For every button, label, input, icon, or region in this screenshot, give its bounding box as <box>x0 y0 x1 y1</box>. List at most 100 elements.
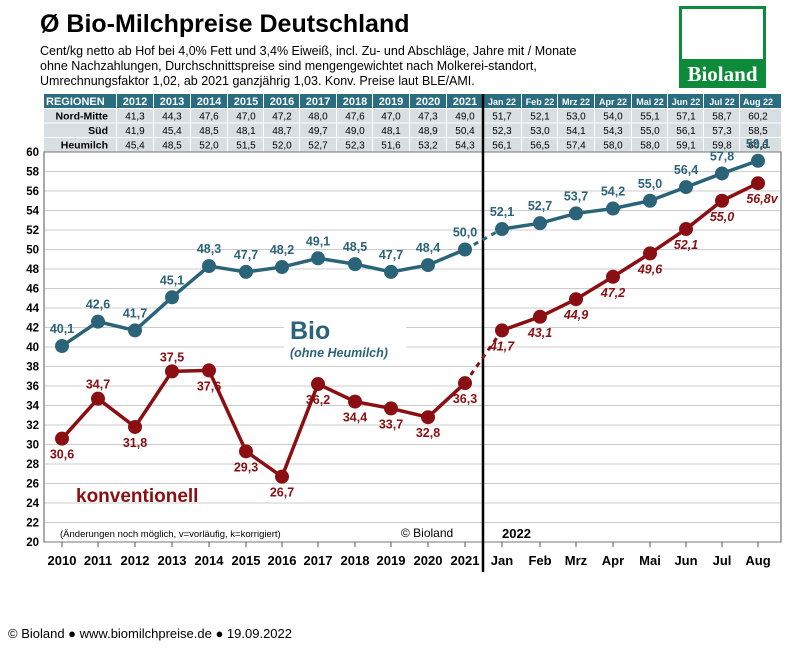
table-cell: 52,7 <box>308 141 328 152</box>
data-point <box>421 410 435 425</box>
x-tick-label: 2011 <box>84 553 112 568</box>
data-point <box>643 193 657 208</box>
table-cell: 59,1 <box>676 141 696 152</box>
data-label-konventionell: 32,8 <box>416 426 440 440</box>
table-cell: 55,0 <box>640 126 660 137</box>
y-tick-label: 50 <box>26 245 39 257</box>
table-cell: 58,0 <box>603 141 623 152</box>
table-cell: 51,5 <box>236 141 256 152</box>
table-column-header: 2013 <box>160 96 184 108</box>
data-label-bio: 47,7 <box>379 248 403 262</box>
table-row-label: Süd <box>88 125 108 137</box>
data-point <box>311 251 325 266</box>
data-label-konventionell: 31,8 <box>123 436 147 450</box>
data-label-bio: 54,2 <box>601 185 625 199</box>
table-cell: 41,3 <box>125 112 145 123</box>
data-point <box>384 264 398 279</box>
y-tick-label: 38 <box>26 362 39 374</box>
table-cell: 52,0 <box>199 141 219 152</box>
data-label-konventionell: 34,7 <box>86 378 110 392</box>
data-point <box>91 314 105 329</box>
bioland-logo: Bioland <box>679 6 766 88</box>
data-label-bio: 48,2 <box>270 243 294 257</box>
data-label-bio: 47,7 <box>234 248 258 262</box>
footer-text: © Bioland ● www.biomilchpreise.de ● 19.0… <box>8 626 292 641</box>
series-name-konventionell: konventionell <box>76 486 198 507</box>
data-label-bio: 41,7 <box>123 306 147 320</box>
data-label-konventionell: 34,4 <box>343 411 367 425</box>
table-cell: 54,1 <box>566 126 586 137</box>
table-cell: 51,6 <box>381 141 401 152</box>
x-tick-label: Jul <box>713 553 732 568</box>
note-background <box>56 526 306 540</box>
table-cell: 48,1 <box>236 126 256 137</box>
table-cell: 49,7 <box>308 126 328 137</box>
table-cell: 45,4 <box>162 126 182 137</box>
x-tick-label: Feb <box>528 553 551 568</box>
table-column-header: Aug 22 <box>743 97 773 107</box>
data-point <box>55 339 69 354</box>
data-label-konventionell: 33,7 <box>379 417 403 431</box>
x-tick-label: 2021 <box>451 553 480 568</box>
y-tick-label: 42 <box>26 323 39 335</box>
x-tick-label: Mai <box>639 553 661 568</box>
logo-text: Bioland <box>687 62 758 86</box>
data-point <box>202 259 216 274</box>
data-point <box>348 394 362 409</box>
series-name-bio: Bio <box>290 317 330 345</box>
table-column-header: 2015 <box>234 96 258 108</box>
data-label-bio: 50,0 <box>453 226 477 240</box>
table-cell: 58,0 <box>640 141 660 152</box>
table-cell: 48,5 <box>162 141 182 152</box>
data-point <box>715 166 729 181</box>
table-cell: 47,0 <box>381 112 401 123</box>
data-label-konventionell: 47,2 <box>600 286 625 300</box>
table-cell: 52,0 <box>272 141 292 152</box>
chart-subtitle: Cent/kg netto ab Hof bei 4,0% Fett und 3… <box>40 44 577 88</box>
table-cell: 53,0 <box>530 126 550 137</box>
table-column-header: Jun 22 <box>672 97 701 107</box>
data-point <box>643 246 657 261</box>
table-cell: 57,3 <box>712 126 732 137</box>
data-point <box>533 309 547 324</box>
data-label-konventionell: 29,3 <box>234 460 258 474</box>
data-label-konventionell: 37,5 <box>160 350 184 364</box>
table-column-header: 2020 <box>416 96 440 108</box>
table-cell: 47,6 <box>345 112 365 123</box>
data-point <box>239 444 253 459</box>
y-tick-label: 56 <box>26 186 39 198</box>
x-tick-label: 2015 <box>232 553 261 568</box>
x-tick-label: Mrz <box>565 553 588 568</box>
table-cell: 48,9 <box>418 126 438 137</box>
data-point <box>495 323 509 338</box>
table-cell: 45,4 <box>125 141 145 152</box>
table-cell: 52,3 <box>492 126 512 137</box>
data-point <box>275 260 289 275</box>
series-connector <box>464 227 503 251</box>
data-point <box>275 469 289 484</box>
y-tick-label: 54 <box>26 206 39 218</box>
chart-note: (Änderungen noch möglich, v=vorläufig, k… <box>60 529 281 540</box>
data-label-konventionell: 41,7 <box>489 339 515 353</box>
x-tick-label: Jan <box>491 553 513 568</box>
data-label-konventionell: 30,6 <box>50 448 74 462</box>
table-cell: 59,8 <box>712 141 732 152</box>
data-point <box>91 391 105 406</box>
table-cell: 48,7 <box>272 126 292 137</box>
y-tick-label: 46 <box>26 284 39 296</box>
data-label-bio: 48,3 <box>197 242 221 256</box>
data-label-bio: 40,1 <box>50 322 74 336</box>
x-tick-label: Apr <box>602 553 624 568</box>
data-label-bio: 53,7 <box>564 189 588 203</box>
data-point <box>311 377 325 392</box>
table-cell: 48,5 <box>199 126 219 137</box>
table-row-label: Nord-Mitte <box>56 111 109 123</box>
data-point <box>569 292 583 307</box>
table-column-header: Jan 22 <box>488 97 516 107</box>
table-cell: 50,4 <box>455 126 475 137</box>
data-point <box>421 258 435 273</box>
data-label-konventionell: 36,2 <box>306 393 330 407</box>
x-tick-label: 2012 <box>121 553 150 568</box>
y-tick-label: 52 <box>26 225 39 237</box>
x-tick-label: 2014 <box>195 553 225 568</box>
